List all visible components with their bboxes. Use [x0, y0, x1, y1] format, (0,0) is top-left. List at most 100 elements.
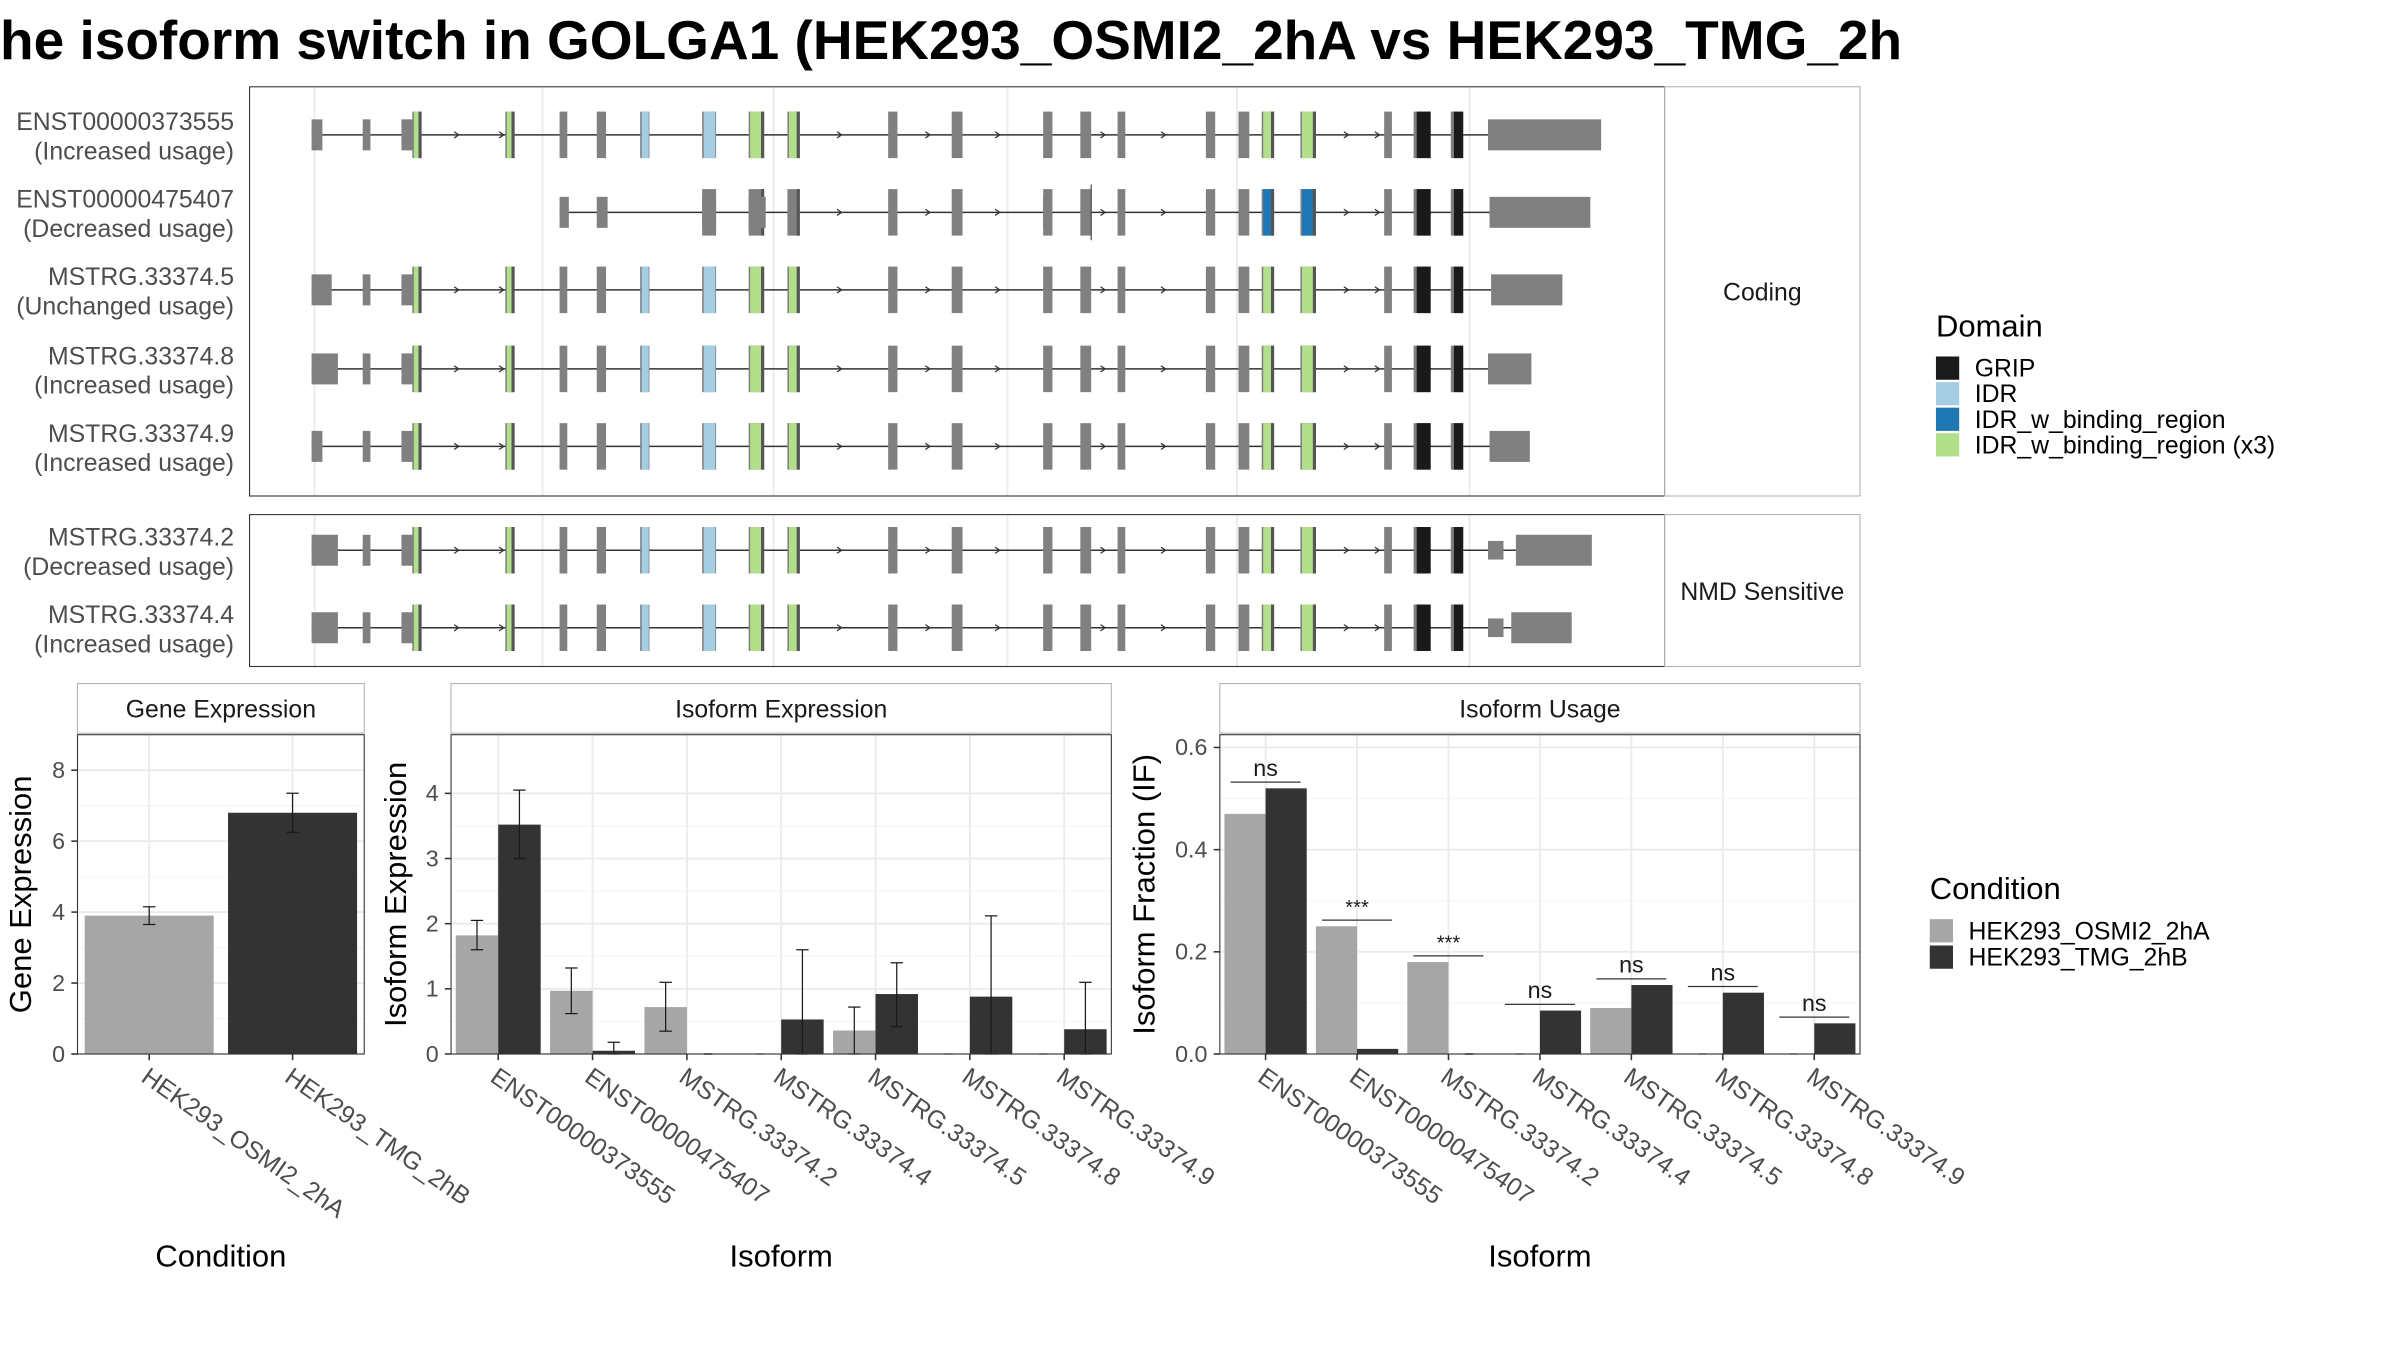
exon-edge — [1271, 423, 1275, 470]
direction-arrow — [498, 624, 505, 632]
domain-segment — [788, 527, 800, 574]
exon — [1043, 345, 1053, 393]
x-tick-label: MSTRG.33374.9 — [1802, 1063, 1970, 1192]
facet-title: Isoform Usage — [1459, 697, 1620, 724]
exon-edge — [1271, 266, 1275, 314]
exon — [1238, 111, 1250, 159]
utr-exon — [311, 119, 323, 151]
exon — [1384, 189, 1392, 236]
exon — [559, 266, 568, 314]
significance-label: *** — [1345, 897, 1369, 919]
domain-segment — [1302, 345, 1316, 393]
exon-edge — [796, 423, 800, 470]
isoform-id-label: MSTRG.33374.5 — [48, 264, 234, 291]
direction-arrow — [925, 208, 932, 216]
exon — [1117, 266, 1126, 314]
legend-label: HEK293_TMG_2hB — [1969, 945, 2188, 972]
domain-segment — [506, 345, 514, 393]
domain-segment — [413, 423, 421, 470]
exon — [1043, 266, 1053, 314]
domain-segment — [1453, 266, 1464, 314]
direction-arrow — [994, 286, 1001, 294]
direction-arrow — [1374, 365, 1381, 373]
strip-coding: Coding — [1723, 280, 1802, 307]
utr-exon — [362, 612, 371, 644]
exon — [888, 527, 898, 574]
domain-legend-title: Domain — [1936, 308, 2043, 343]
domain-segment — [641, 527, 649, 574]
facet-strip — [1219, 683, 1861, 734]
utr-exon — [311, 534, 338, 566]
domain-segment — [413, 604, 421, 651]
domain-segment — [506, 527, 514, 574]
domain-segment — [641, 266, 649, 314]
panel-border — [1219, 734, 1861, 1055]
strip-background — [1664, 86, 1861, 497]
utr-exon — [748, 196, 766, 228]
direction-arrow — [1343, 286, 1350, 294]
direction-arrow — [1160, 286, 1167, 294]
direction-arrow — [498, 365, 505, 373]
domain-segment — [788, 423, 800, 470]
condition-legend-title: Condition — [1930, 871, 2061, 906]
exon — [1205, 266, 1216, 314]
facet-strip — [450, 683, 1112, 734]
direction-arrow — [1160, 131, 1167, 139]
exon-edge — [1312, 423, 1316, 470]
exon — [951, 604, 963, 651]
domain-segment — [413, 527, 421, 574]
bar — [1631, 985, 1673, 1054]
domain-segment — [506, 423, 514, 470]
exon-edge — [1271, 604, 1275, 651]
isoform-usage-label: (Increased usage) — [34, 632, 234, 659]
facet-title: Isoform Expression — [675, 697, 887, 724]
three-prime-utr — [1511, 612, 1572, 644]
domain-segment — [1302, 604, 1316, 651]
exon-edge — [1271, 345, 1275, 393]
exon-edge — [511, 345, 515, 393]
direction-arrow — [1160, 365, 1167, 373]
three-prime-utr — [1488, 353, 1532, 385]
domain-segment — [641, 604, 649, 651]
utr-exon — [702, 196, 717, 228]
isoform-id-label: MSTRG.33374.9 — [48, 421, 234, 448]
bar — [1539, 1010, 1582, 1054]
page-title: he isoform switch in GOLGA1 (HEK293_OSMI… — [0, 9, 1900, 71]
y-axis-title: Isoform Expression — [378, 762, 413, 1027]
significance-label: ns — [1802, 990, 1827, 1016]
exon — [888, 266, 898, 314]
domain-segment — [1263, 266, 1274, 314]
utr-exon — [362, 430, 371, 462]
exon — [1080, 527, 1092, 574]
direction-arrow — [1100, 286, 1107, 294]
domain-segment — [788, 345, 800, 393]
domain-segment — [641, 423, 649, 470]
utr-exon — [311, 274, 332, 306]
exon — [1384, 345, 1392, 393]
exon — [596, 345, 607, 393]
exon — [1117, 604, 1126, 651]
exon-edge — [1271, 111, 1275, 159]
domain-segment — [750, 345, 764, 393]
exon — [1080, 266, 1092, 314]
bar — [498, 824, 541, 1054]
exon — [951, 189, 963, 236]
direction-arrow — [994, 131, 1001, 139]
exon — [1384, 423, 1392, 470]
domain-segment — [1453, 189, 1464, 236]
direction-arrow — [498, 546, 505, 554]
legend-label: IDR_w_binding_region — [1975, 407, 2226, 434]
direction-arrow — [925, 286, 932, 294]
exon-edge — [1312, 604, 1316, 651]
direction-arrow — [1343, 131, 1350, 139]
utr-exon — [362, 119, 371, 151]
facet-title: Gene Expression — [126, 697, 316, 724]
direction-arrow — [836, 131, 843, 139]
y-tick-label: 0.6 — [1175, 734, 1207, 760]
domain-segment — [1302, 423, 1316, 470]
domain-segment — [1416, 266, 1431, 314]
exon-edge — [418, 345, 422, 393]
exon-edge — [761, 111, 765, 159]
exon — [1080, 111, 1092, 159]
y-tick-label: 6 — [52, 828, 65, 854]
